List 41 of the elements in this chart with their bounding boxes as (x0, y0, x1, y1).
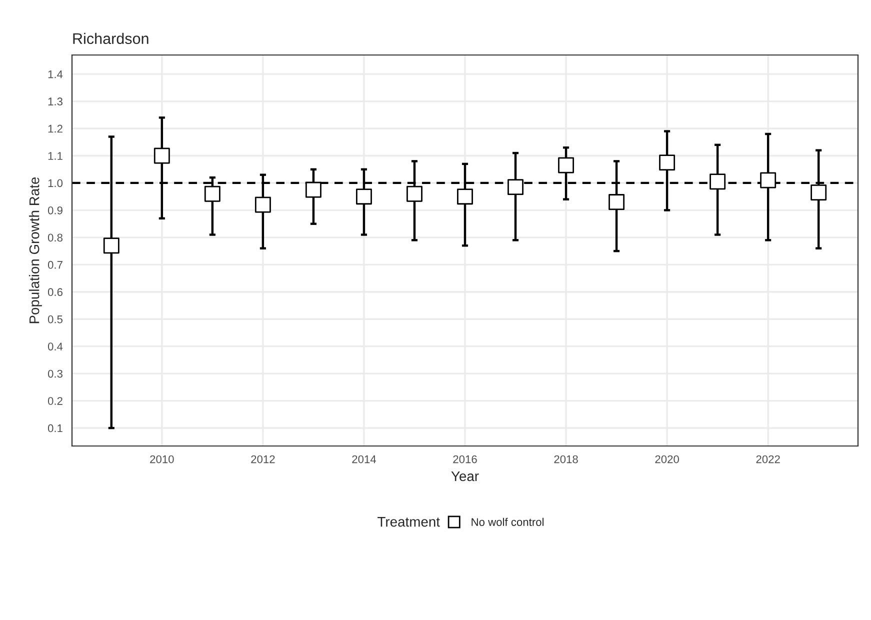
x-tick-label: 2020 (655, 455, 679, 464)
point (508, 179, 524, 196)
point (254, 196, 271, 213)
chart-title: Richardson (73, 32, 148, 44)
y-tick-label: 0.4 (48, 342, 63, 350)
x-tick-label: 2022 (756, 455, 780, 464)
point (154, 148, 170, 164)
y-tick-label: 0.9 (48, 206, 62, 214)
legend-title: Treatment (378, 517, 440, 527)
y-tick-label: 1.3 (48, 98, 62, 106)
x-tick-label: 2018 (554, 455, 578, 464)
y-tick-label: 0.2 (48, 397, 62, 405)
y-tick-label: 1.0 (48, 179, 63, 188)
x-tick-label: 2014 (352, 455, 376, 464)
point (659, 154, 676, 171)
point (710, 174, 726, 190)
x-tick-label: 2016 (453, 455, 477, 464)
y-tick-label: 0.5 (48, 315, 63, 324)
point (204, 186, 220, 202)
point (103, 238, 120, 254)
legend-label: No wolf control (472, 518, 544, 526)
x-axis-title: Year (451, 471, 479, 482)
x-tick-label: 2010 (150, 455, 174, 464)
point (356, 188, 372, 205)
point (457, 188, 473, 205)
point (406, 186, 422, 202)
y-tick-label: 0.7 (48, 260, 62, 269)
y-tick-label: 0.3 (48, 370, 62, 378)
point (558, 157, 574, 174)
y-tick-label: 0.6 (48, 288, 62, 296)
point (305, 182, 322, 198)
y-axis-title: Population Growth Rate (29, 177, 42, 324)
y-tick-label: 1.4 (48, 70, 63, 78)
y-tick-label: 1.2 (48, 124, 62, 133)
point (760, 172, 776, 188)
x-tick-label: 2012 (251, 455, 275, 464)
y-tick-label: 1.1 (48, 152, 62, 160)
y-tick-label: 0.8 (48, 234, 62, 242)
point (810, 184, 827, 200)
point (608, 194, 625, 210)
y-tick-label: 0.1 (48, 424, 62, 432)
